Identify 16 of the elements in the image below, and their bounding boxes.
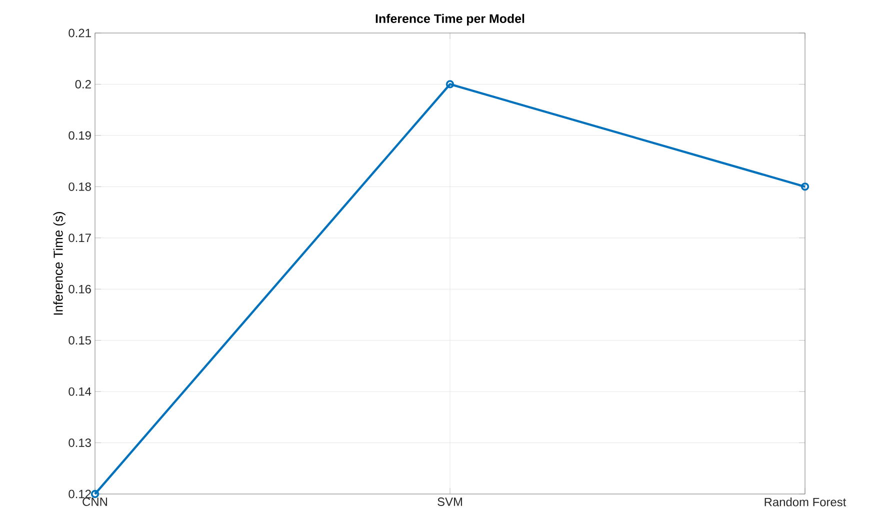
y-tick-label: 0.17 xyxy=(68,234,91,242)
x-tick-label: SVM xyxy=(438,498,462,506)
y-tick-label: 0.12 xyxy=(68,490,91,498)
y-tick-label: 0.18 xyxy=(68,182,91,191)
y-axis-title: Inference Time (s) xyxy=(53,212,66,315)
y-tick-label: 0.16 xyxy=(68,284,91,294)
chart-title: Inference Time per Model xyxy=(376,14,524,26)
x-tick-label: Random Forest xyxy=(764,498,846,506)
y-tick-label: 0.19 xyxy=(68,131,91,140)
point xyxy=(446,80,454,88)
x-tick-label: CNN xyxy=(82,498,107,506)
y-tick-label: 0.14 xyxy=(68,387,92,396)
y-tick-label: 0.2 xyxy=(75,80,91,88)
y-tick-label: 0.13 xyxy=(68,438,91,448)
y-tick-label: 0.21 xyxy=(68,28,91,38)
y-tick-label: 0.15 xyxy=(68,336,91,345)
